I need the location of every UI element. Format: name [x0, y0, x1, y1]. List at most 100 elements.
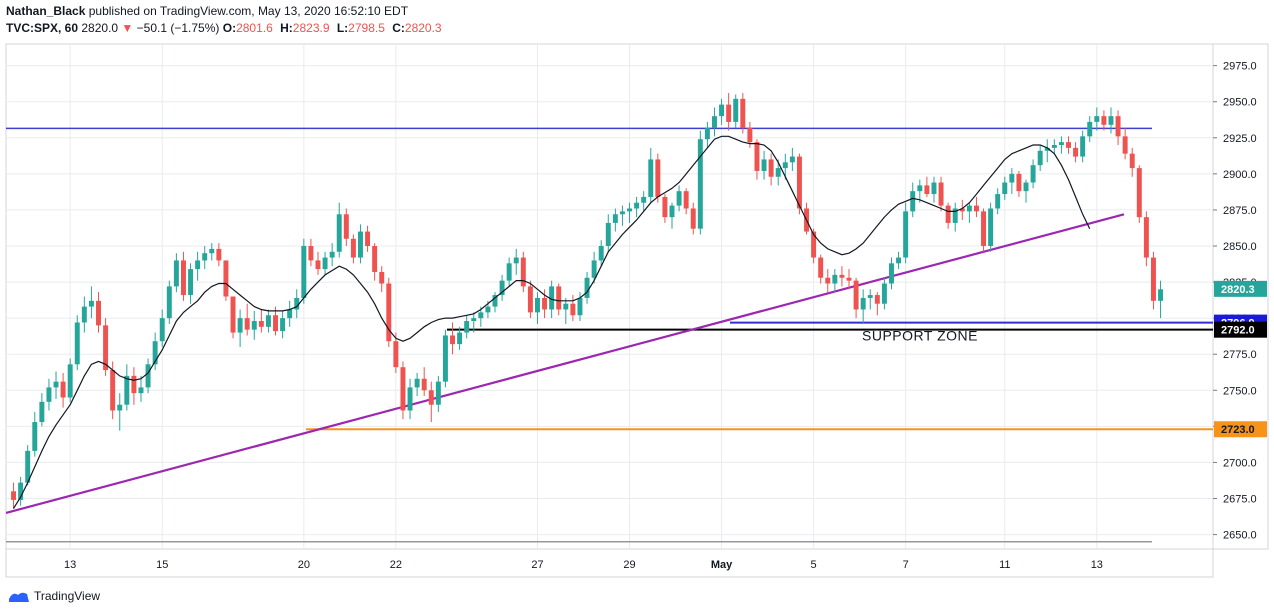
candle-body: [251, 321, 257, 330]
candle-body: [584, 277, 590, 298]
symbol-label: TVC:SPX, 60: [6, 21, 79, 35]
candle-body: [832, 274, 838, 284]
time-axis: [5, 548, 1214, 578]
candle-body: [1080, 136, 1086, 157]
candle-body: [704, 127, 710, 140]
x-tick-label: 22: [390, 559, 402, 571]
candle-body: [39, 401, 45, 423]
candle-body: [166, 286, 172, 319]
candle-body: [67, 364, 73, 398]
x-tick-label: 7: [903, 559, 909, 571]
candle-body: [542, 297, 548, 310]
candle-body: [789, 156, 795, 163]
y-tick-label: 2650.0: [1223, 530, 1257, 542]
candle-body: [1150, 257, 1156, 301]
y-tick-label: 2900.0: [1223, 169, 1257, 181]
candle-body: [280, 318, 286, 332]
x-tick-label: 11: [999, 559, 1010, 571]
candle-body: [683, 191, 689, 209]
candle-body: [556, 286, 562, 310]
footer: TradingView: [8, 589, 100, 603]
current-price-label: 2820.3: [1221, 284, 1255, 296]
candle-body: [768, 159, 774, 177]
candle-body: [294, 297, 300, 310]
candle-body: [265, 315, 271, 327]
candle-body: [747, 127, 753, 143]
candle-body: [131, 375, 137, 394]
candle-body: [88, 300, 94, 307]
candle-body: [230, 296, 236, 333]
candle-body: [1108, 116, 1114, 125]
candle-body: [634, 202, 640, 209]
published-text: published on TradingView.com, May 13, 20…: [88, 4, 409, 18]
candle-body: [973, 205, 979, 212]
candle-body: [322, 257, 328, 270]
candle-body: [407, 387, 413, 411]
candle-body: [867, 295, 873, 298]
candle-body: [981, 211, 987, 246]
high-value: 2823.9: [292, 21, 330, 35]
candle-body: [917, 185, 923, 192]
candle-body: [910, 191, 916, 212]
y-tick-label: 2925.0: [1223, 133, 1257, 145]
brand-label: TradingView: [34, 589, 101, 603]
candle-body: [598, 246, 604, 261]
candle-body: [959, 208, 965, 212]
candle-body: [1009, 173, 1015, 183]
candle-body: [641, 196, 647, 203]
candle-body: [896, 257, 902, 264]
candle-body: [846, 277, 852, 281]
publish-info: Nathan_Black published on TradingView.co…: [6, 4, 408, 18]
candle-body: [1136, 168, 1142, 218]
candle-body: [591, 260, 597, 278]
candle-body: [96, 300, 101, 326]
candle-body: [577, 297, 583, 316]
candle-body: [1101, 116, 1107, 125]
candle-body: [124, 375, 130, 405]
candle-body: [457, 332, 463, 345]
candle-body: [414, 378, 420, 388]
candle-body: [216, 248, 222, 261]
candle-body: [1002, 182, 1008, 195]
open-value: 2801.6: [236, 21, 273, 35]
candle-body: [839, 274, 845, 278]
candle-body: [372, 246, 378, 272]
y-tick-label: 2700.0: [1223, 457, 1257, 469]
candle-body: [1051, 145, 1057, 148]
low-label: L:: [336, 21, 349, 35]
candle-body: [287, 309, 293, 319]
candle-body: [499, 280, 505, 296]
candle-body: [520, 257, 526, 287]
candle-body: [435, 381, 441, 405]
candle-body: [903, 211, 909, 258]
close-value: 2820.3: [404, 21, 442, 35]
candle-body: [223, 260, 229, 297]
y-tick-label: 2950.0: [1223, 97, 1257, 109]
candle-body: [775, 168, 781, 177]
candle-body: [1030, 165, 1036, 183]
candle-body: [726, 104, 732, 122]
candle-body: [1058, 142, 1064, 145]
candle-body: [450, 335, 455, 345]
candle-body: [357, 231, 363, 258]
candle-body: [315, 260, 321, 270]
candle-body: [1044, 147, 1050, 151]
candle-body: [492, 295, 498, 307]
candle-body: [733, 98, 739, 122]
candle-body: [627, 208, 632, 212]
candle-body: [938, 182, 944, 206]
candle-body: [655, 159, 661, 197]
candle-body: [1023, 182, 1029, 192]
candle-body: [471, 318, 477, 322]
candle-body: [273, 315, 278, 332]
candle-body: [478, 312, 484, 319]
candle-body: [712, 116, 717, 128]
candle-body: [931, 182, 937, 195]
candle-body: [619, 211, 625, 215]
candle-body: [945, 205, 951, 223]
current-price-label-bg: [1214, 280, 1267, 297]
x-tick-label: 5: [811, 559, 817, 571]
x-tick-label: 20: [298, 559, 310, 571]
candle-body: [400, 367, 406, 411]
